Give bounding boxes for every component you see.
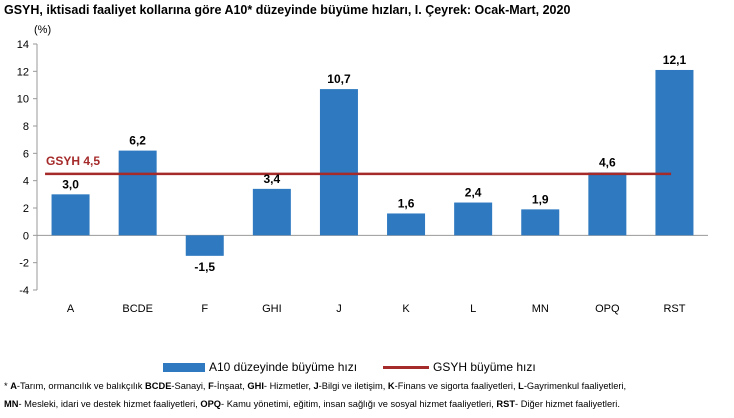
bar-chart: -4 -2 0 2 4 6 8 10 12 14 (%) A BCDE F GHI J K L MN OPQ RST G… — [17, 24, 708, 315]
bar-opq — [588, 172, 627, 236]
footnote-text: * — [4, 381, 11, 391]
footnote-line-2: MN- Mesleki, idari ve destek hizmet faal… — [4, 395, 730, 413]
footnote-text: -İnşaat, — [213, 381, 248, 391]
chart-title: GSYH, iktisadi faaliyet kollarına göre A… — [4, 3, 571, 17]
data-label-rst: 12,1 — [663, 53, 687, 67]
legend-bar-label: A10 düzeyinde büyüme hızı — [209, 360, 358, 374]
y-tick-label: -4 — [19, 285, 29, 297]
footnote-code: OPQ — [200, 399, 222, 409]
legend-line-swatch — [383, 365, 429, 369]
x-tick-label-opq: OPQ — [595, 303, 620, 315]
legend: A10 düzeyinde büyüme hızı GSYH büyüme hı… — [0, 360, 734, 376]
data-label-ghi: 3,4 — [264, 172, 281, 186]
legend-item-line: GSYH büyüme hızı — [383, 360, 536, 374]
footnote-text: -Finans ve sigorta faaliyetleri, — [394, 381, 519, 391]
footnote-text: -Sanayi, — [171, 381, 209, 391]
data-label-a: 3,0 — [62, 177, 79, 191]
footnote: * A-Tarım, ormancılık ve balıkçılık BCDE… — [4, 377, 730, 413]
footnote-code: A — [10, 381, 17, 391]
y-axis-label: (%) — [34, 24, 51, 36]
footnote-code: F — [208, 381, 214, 391]
data-label-j: 10,7 — [327, 72, 351, 86]
y-tick-label: 2 — [23, 203, 29, 215]
footnote-text: - Hizmetler, — [263, 381, 314, 391]
y-tick-label: 14 — [17, 39, 29, 51]
y-tick-label: -2 — [19, 258, 29, 270]
footnote-code: L — [518, 381, 524, 391]
footnote-text: -Bilgi ve iletişim, — [318, 381, 388, 391]
bar-k — [387, 213, 426, 236]
data-label-f: -1,5 — [194, 260, 215, 274]
footnote-code: BCDE — [145, 381, 172, 391]
bar-ghi — [252, 188, 291, 236]
footnote-text: - Mesleki, idari ve destek hizmet faaliy… — [18, 399, 201, 409]
footnote-code: RST — [496, 399, 516, 409]
footnote-code: K — [387, 381, 395, 391]
footnote-code: GHI — [247, 381, 264, 391]
x-tick-label-rst: RST — [663, 303, 685, 315]
bar-l — [454, 202, 493, 236]
bar-a — [51, 194, 90, 236]
x-tick-label-f: F — [201, 303, 208, 315]
data-label-mn: 1,9 — [532, 192, 549, 206]
y-tick-label: 8 — [23, 121, 29, 133]
footnote-code: J — [313, 381, 319, 391]
bar-f — [185, 235, 224, 256]
x-tick-label-l: L — [470, 303, 476, 315]
footnote-text: -Tarım, ormancılık ve balıkçılık — [16, 381, 146, 391]
footnote-text: -Gayrimenkul faaliyetleri, — [523, 381, 627, 391]
x-tick-label-bcde: BCDE — [122, 303, 153, 315]
y-tick-label: 12 — [17, 66, 29, 78]
footnote-code: MN — [4, 399, 19, 409]
footnote-line-1: * A-Tarım, ormancılık ve balıkçılık BCDE… — [4, 377, 730, 395]
data-label-bcde: 6,2 — [129, 134, 146, 148]
footnote-text: - Diğer hizmet faaliyetleri. — [515, 399, 620, 409]
x-tick-label-ghi: GHI — [262, 303, 282, 315]
legend-bar-swatch — [163, 362, 205, 372]
y-tick-label: 0 — [23, 230, 29, 242]
x-tick-label-j: J — [336, 303, 342, 315]
data-label-l: 2,4 — [465, 186, 482, 200]
data-label-k: 1,6 — [398, 196, 415, 210]
data-label-opq: 4,6 — [599, 155, 616, 169]
y-tick-label: 6 — [23, 148, 29, 160]
y-tick-label: 4 — [23, 176, 29, 188]
bar-rst — [655, 69, 694, 236]
legend-item-bars: A10 düzeyinde büyüme hızı — [163, 360, 357, 374]
x-tick-label-k: K — [402, 303, 410, 315]
gsyh-reference-label: GSYH 4,5 — [46, 154, 100, 168]
footnote-text: - Kamu yönetimi, eğitim, insan sağlığı v… — [221, 399, 497, 409]
legend-line-label: GSYH büyüme hızı — [433, 360, 536, 374]
bar-j — [319, 89, 358, 236]
bar-mn — [521, 209, 560, 236]
x-tick-label-a: A — [67, 303, 75, 315]
x-tick-label-mn: MN — [532, 303, 549, 315]
y-tick-label: 10 — [17, 94, 29, 106]
bar-bcde — [118, 150, 157, 236]
